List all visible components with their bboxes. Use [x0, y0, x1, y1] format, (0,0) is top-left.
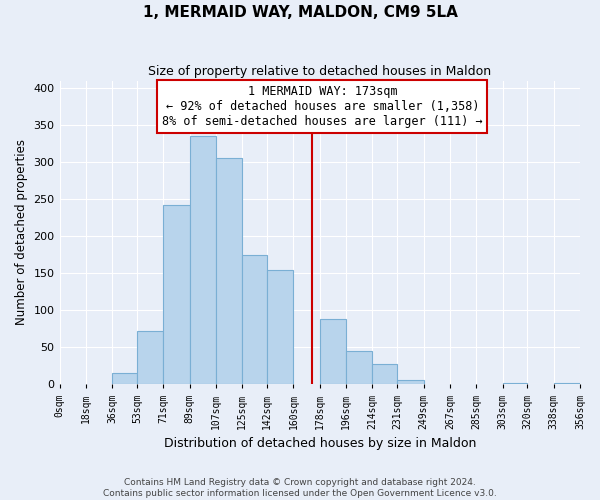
Y-axis label: Number of detached properties: Number of detached properties [15, 140, 28, 326]
Bar [137, 331, 163, 384]
Bar [163, 205, 190, 384]
Text: Contains HM Land Registry data © Crown copyright and database right 2024.
Contai: Contains HM Land Registry data © Crown c… [103, 478, 497, 498]
Bar [320, 319, 346, 384]
Text: 1 MERMAID WAY: 173sqm
← 92% of detached houses are smaller (1,358)
8% of semi-de: 1 MERMAID WAY: 173sqm ← 92% of detached … [162, 85, 482, 128]
Bar [346, 351, 373, 384]
Bar [190, 136, 216, 384]
Bar [503, 383, 527, 384]
Bar [216, 158, 242, 384]
Bar [242, 254, 267, 384]
Bar [373, 364, 397, 384]
Text: 1, MERMAID WAY, MALDON, CM9 5LA: 1, MERMAID WAY, MALDON, CM9 5LA [143, 5, 457, 20]
Bar [267, 270, 293, 384]
Title: Size of property relative to detached houses in Maldon: Size of property relative to detached ho… [148, 65, 491, 78]
X-axis label: Distribution of detached houses by size in Maldon: Distribution of detached houses by size … [164, 437, 476, 450]
Bar [112, 372, 137, 384]
Bar [554, 383, 580, 384]
Bar [397, 380, 424, 384]
